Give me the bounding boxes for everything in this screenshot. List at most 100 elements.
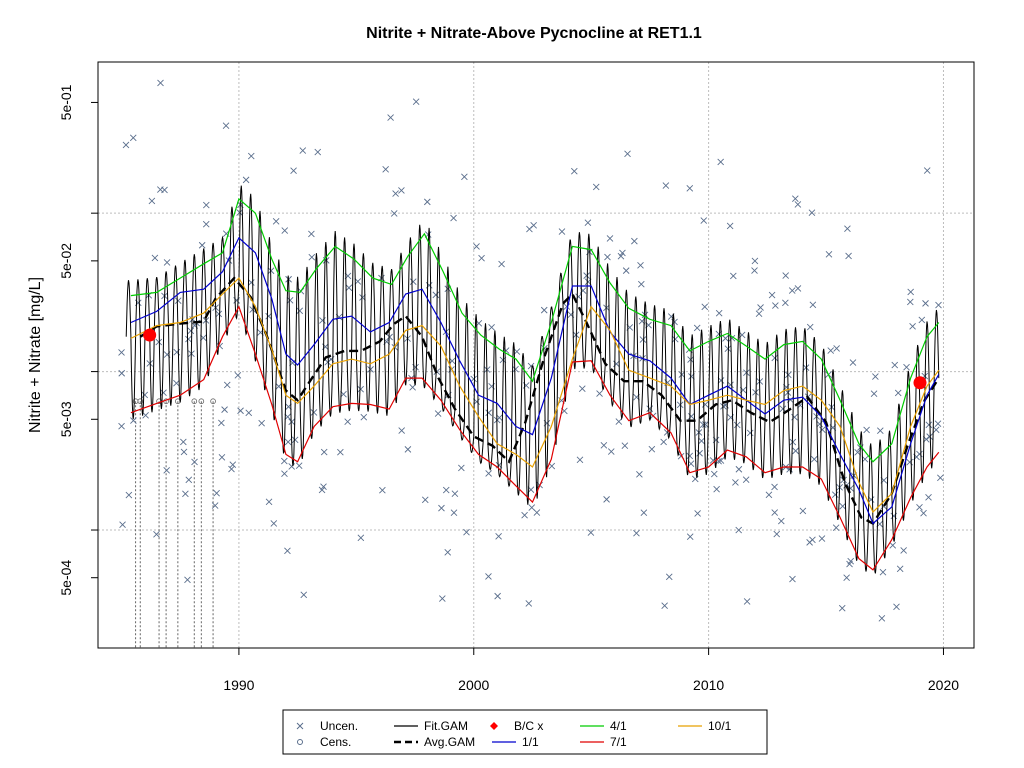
uncensored-point <box>624 150 631 158</box>
x-tick-label: 2020 <box>928 677 959 693</box>
uncensored-point <box>265 498 273 506</box>
uncensored-point <box>782 299 789 307</box>
uncensored-point <box>726 222 734 230</box>
uncensored-point <box>809 301 817 309</box>
uncensored-point <box>432 291 440 299</box>
uncensored-point <box>648 445 656 453</box>
uncensored-point <box>639 336 647 343</box>
uncensored-point <box>275 383 283 390</box>
uncensored-point <box>119 521 126 529</box>
uncensored-points <box>118 79 944 622</box>
uncensored-point <box>606 235 614 242</box>
uncensored-point <box>845 252 852 260</box>
uncensored-point <box>290 167 297 175</box>
uncensored-point <box>473 243 480 250</box>
uncensored-point <box>878 614 886 622</box>
uncensored-point <box>578 385 586 393</box>
uncensored-point <box>229 461 237 468</box>
uncensored-point <box>889 541 897 549</box>
uncensored-point <box>213 489 220 497</box>
uncensored-point <box>318 486 326 494</box>
series-line-10-1 <box>130 277 940 514</box>
uncensored-point <box>265 312 272 320</box>
uncensored-point <box>702 421 709 428</box>
uncensored-point <box>688 412 695 420</box>
uncensored-point <box>450 214 457 222</box>
uncensored-point <box>772 302 779 309</box>
uncensored-point <box>746 429 754 437</box>
uncensored-point <box>386 333 393 341</box>
censored-layer <box>132 398 216 648</box>
uncensored-point <box>295 462 303 470</box>
uncensored-point <box>423 198 431 206</box>
uncensored-point <box>771 509 779 516</box>
uncensored-point <box>894 389 902 397</box>
uncensored-point <box>498 260 505 268</box>
uncensored-point <box>291 436 299 444</box>
uncensored-point <box>717 158 725 166</box>
uncensored-point <box>792 447 799 455</box>
uncensored-point <box>809 536 816 544</box>
uncensored-point <box>398 187 405 194</box>
uncensored-point <box>808 209 816 216</box>
uncensored-point <box>923 167 931 174</box>
uncensored-point <box>615 418 623 425</box>
uncensored-point <box>421 496 429 504</box>
uncensored-point <box>843 574 850 582</box>
bc-point <box>913 376 927 390</box>
uncensored-point <box>228 465 235 473</box>
uncensored-point <box>344 418 351 426</box>
uncensored-point <box>752 388 759 396</box>
uncensored-point <box>724 345 732 353</box>
series-line-4-1 <box>130 197 940 463</box>
y-tick-label: 5e-04 <box>58 560 74 596</box>
uncensored-point <box>876 427 884 435</box>
y-tick-label: 5e-01 <box>58 84 74 120</box>
uncensored-point <box>222 122 230 129</box>
uncensored-point <box>844 225 851 233</box>
uncensored-point <box>558 228 566 235</box>
legend-label: 10/1 <box>708 719 732 733</box>
uncensored-point <box>360 413 368 421</box>
uncensored-point <box>288 463 296 470</box>
uncensored-point <box>733 421 741 429</box>
uncensored-point <box>621 442 629 449</box>
uncensored-point <box>863 426 870 434</box>
uncensored-point <box>314 148 322 156</box>
uncensored-point <box>765 491 773 499</box>
legend-box <box>282 709 768 755</box>
uncensored-point <box>258 419 265 427</box>
uncensored-point <box>247 279 255 286</box>
uncensored-point <box>916 450 923 458</box>
uncensored-point <box>779 405 787 413</box>
uncensored-point <box>438 504 445 512</box>
uncensored-point <box>722 335 729 342</box>
uncensored-point <box>434 410 442 417</box>
uncensored-point <box>713 485 720 493</box>
uncensored-point <box>122 141 130 149</box>
uncensored-point <box>367 366 374 373</box>
uncensored-point <box>223 381 231 389</box>
uncensored-point <box>792 195 799 203</box>
uncensored-point <box>771 354 779 362</box>
x-tick-label: 2010 <box>693 677 724 693</box>
uncensored-point <box>478 254 485 262</box>
uncensored-point <box>900 547 907 554</box>
uncensored-point <box>640 509 648 516</box>
uncensored-point <box>755 310 763 317</box>
uncensored-point <box>485 573 492 580</box>
censored-point <box>191 398 198 405</box>
uncensored-point <box>272 217 280 225</box>
uncensored-point <box>163 259 171 266</box>
uncensored-point <box>211 502 219 509</box>
uncensored-point <box>382 166 389 173</box>
uncensored-point <box>619 249 626 257</box>
uncensored-point <box>637 261 644 269</box>
uncensored-point <box>922 300 929 307</box>
uncensored-point <box>768 291 776 299</box>
uncensored-point <box>141 391 149 399</box>
uncensored-point <box>710 470 718 478</box>
uncensored-point <box>671 335 679 343</box>
uncensored-point <box>570 167 578 175</box>
uncensored-point <box>893 603 900 611</box>
